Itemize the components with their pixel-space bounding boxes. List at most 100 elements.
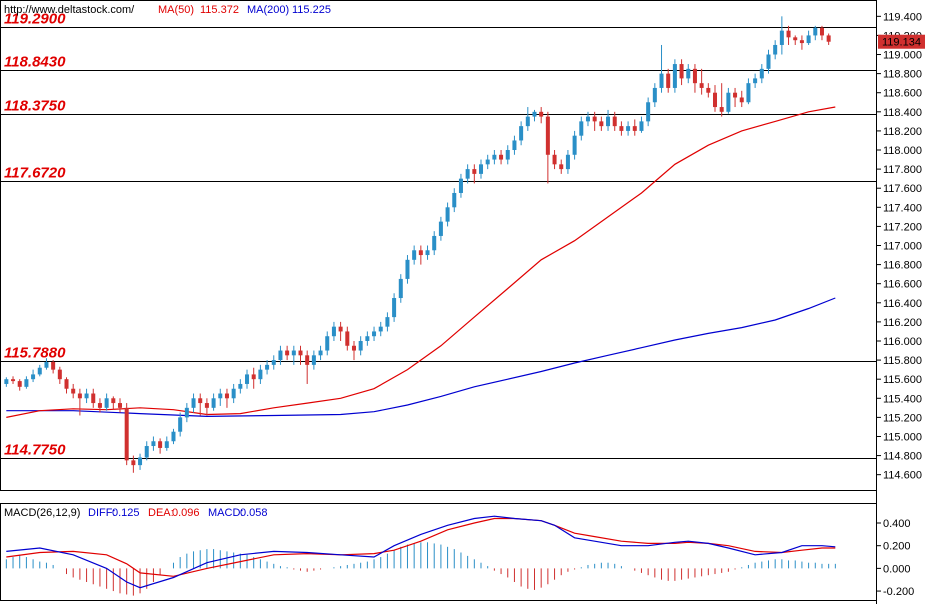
candle — [365, 331, 370, 346]
candle — [97, 398, 102, 413]
candle — [766, 49, 771, 74]
candle — [719, 83, 724, 117]
candle — [64, 377, 69, 394]
candle — [131, 455, 136, 473]
candle — [117, 398, 123, 413]
candle — [191, 393, 196, 413]
price-tick-label: 117.000 — [883, 241, 922, 253]
candle — [245, 369, 250, 389]
candle — [358, 336, 363, 356]
candle — [385, 312, 390, 332]
macd-lines — [6, 515, 836, 589]
candle — [91, 388, 96, 408]
candle — [479, 159, 484, 179]
candle — [492, 150, 497, 165]
macd-tick-label: 0.400 — [883, 518, 911, 530]
price-tag-label: 119.134 — [882, 37, 921, 49]
candle — [418, 245, 423, 265]
candle — [532, 109, 537, 122]
candle — [672, 59, 677, 93]
candle — [565, 150, 570, 174]
candle — [753, 73, 758, 88]
candle — [679, 59, 684, 86]
candle — [746, 78, 751, 105]
level-label: 117.6720 — [4, 165, 66, 182]
price-tick-label: 117.200 — [883, 221, 922, 233]
candle — [659, 44, 664, 93]
price-tag-box — [878, 34, 925, 49]
candle — [585, 111, 590, 127]
candle — [793, 35, 798, 45]
candle — [799, 35, 804, 50]
ma50-label: MA(50) — [158, 4, 194, 16]
candle — [124, 403, 129, 466]
price-tick-label: 114.800 — [883, 451, 922, 463]
candle — [311, 350, 316, 370]
ma200-value: 115.225 — [292, 4, 331, 16]
candle — [692, 64, 697, 93]
price-tick-label: 115.200 — [883, 412, 922, 424]
candle — [231, 383, 236, 404]
macd-axis: 0.400 0.200 0.000 -0.200 — [877, 518, 914, 598]
candle — [552, 150, 557, 170]
candle — [405, 255, 410, 284]
ma200-line — [6, 297, 836, 418]
level-label: 118.3750 — [4, 98, 66, 115]
candle — [666, 68, 671, 93]
candle — [592, 111, 597, 131]
price-tick-label: 116.800 — [883, 260, 922, 272]
candle — [298, 345, 303, 365]
candle — [612, 111, 617, 131]
candle — [579, 116, 584, 141]
candle — [626, 121, 631, 136]
candle — [773, 40, 778, 60]
candle — [44, 358, 49, 370]
candle — [438, 216, 443, 241]
price-tick-label: 116.000 — [883, 336, 922, 348]
candle — [485, 154, 490, 170]
candle — [786, 25, 791, 45]
candle — [77, 388, 82, 416]
candle — [251, 367, 256, 389]
candle — [178, 412, 183, 437]
candle — [271, 355, 276, 370]
candle — [606, 109, 611, 131]
candle — [398, 274, 403, 303]
price-tick-label: 115.600 — [883, 374, 922, 386]
candle — [759, 64, 764, 84]
macd-tick-label: 0.200 — [883, 541, 911, 553]
candle — [639, 116, 644, 133]
price-tick-label: 117.800 — [883, 164, 922, 176]
price-tick-label: 118.600 — [883, 88, 922, 100]
candle — [619, 121, 624, 136]
candle — [278, 345, 283, 365]
candle — [204, 398, 209, 416]
price-tick-label: 116.600 — [883, 279, 922, 291]
price-tick-label: 119.400 — [883, 11, 922, 23]
candle — [726, 87, 731, 114]
candle — [258, 364, 263, 384]
candle — [57, 366, 62, 384]
candle — [472, 164, 477, 184]
price-tick-label: 115.000 — [883, 431, 922, 443]
candle — [445, 202, 450, 227]
price-tick-label: 118.400 — [883, 107, 922, 119]
candle — [4, 377, 9, 387]
candle — [819, 25, 824, 41]
candle — [144, 441, 149, 461]
candle — [111, 396, 116, 410]
price-tick-label: 116.400 — [883, 298, 922, 310]
candle — [826, 33, 831, 45]
candle — [171, 428, 176, 445]
diff-line — [6, 515, 836, 589]
candle — [104, 393, 109, 411]
candle — [138, 453, 143, 470]
price-tick-label: 117.400 — [883, 202, 922, 214]
dea-line — [6, 517, 836, 577]
candle — [392, 293, 397, 322]
price-tick-label: 118.800 — [883, 69, 922, 81]
candle — [779, 16, 784, 55]
dea-label: DEA: — [148, 507, 174, 519]
level-label: 114.7750 — [4, 442, 66, 459]
candle — [706, 83, 711, 98]
